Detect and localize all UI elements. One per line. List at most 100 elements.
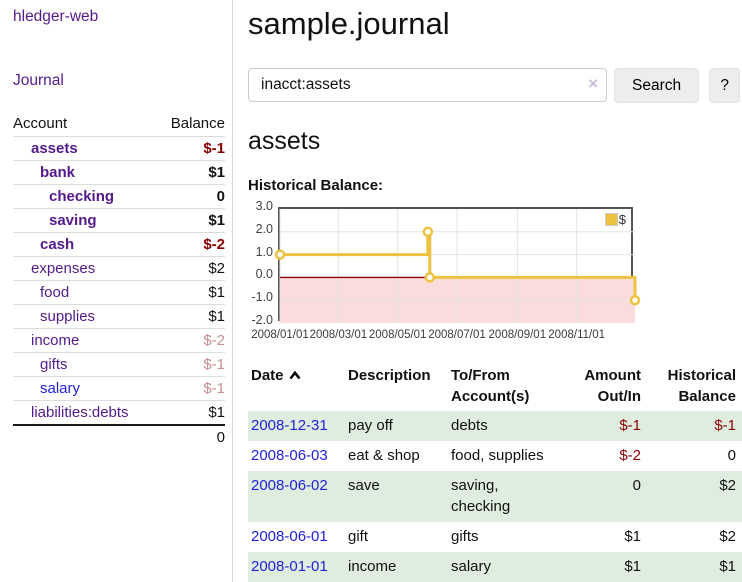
sidebar-item-journal[interactable]: Journal xyxy=(13,72,64,89)
sort-asc-icon xyxy=(288,370,301,380)
register-row: 2008-12-31 pay off debts $-1 $-1 xyxy=(248,411,742,441)
data-point-marker xyxy=(274,249,286,260)
register-accounts: debts xyxy=(451,417,488,434)
chart-plot-area: $ xyxy=(274,207,641,323)
x-tick-label: 2008/07/01 xyxy=(428,329,486,341)
register-amount: $1 xyxy=(624,528,641,545)
search-button[interactable]: Search xyxy=(614,68,700,103)
x-tick-label: 2008/11/01 xyxy=(548,329,605,341)
y-tick-label: 2.0 xyxy=(255,221,273,236)
register-header-accounts: To/From Account(s) xyxy=(451,367,530,405)
accounts-total-row: 0 xyxy=(13,424,225,449)
account-balance: $1 xyxy=(157,400,225,425)
register-table: Date Description To/From Account(s) Amou… xyxy=(248,363,742,582)
account-link-expenses[interactable]: expenses xyxy=(31,260,96,277)
register-row: 2008-06-03 eat & shop food, supplies $-2 0 xyxy=(248,441,742,471)
account-link-gifts[interactable]: gifts xyxy=(40,356,68,373)
transaction-date-link[interactable]: 2008-06-01 xyxy=(251,528,328,545)
account-link-cash[interactable]: cash xyxy=(40,236,75,253)
account-row: gifts $-1 xyxy=(13,352,225,377)
clear-search-icon[interactable]: × xyxy=(588,74,598,93)
register-header-row: Date Description To/From Account(s) Amou… xyxy=(248,363,742,411)
account-row: income $-2 xyxy=(13,328,225,353)
data-point-marker xyxy=(422,226,434,238)
brand-link[interactable]: hledger-web xyxy=(13,8,99,25)
register-body: 2008-12-31 pay off debts $-1 $-1 2008-06-03 ea… xyxy=(248,411,742,582)
register-accounts: salary xyxy=(451,557,492,575)
y-tick-label: -1.0 xyxy=(251,290,273,305)
account-balance: $1 xyxy=(157,304,225,329)
search-input[interactable] xyxy=(248,68,607,102)
chart-svg xyxy=(274,209,641,323)
register-row: 2008-06-02 save saving, checking 0 $2 xyxy=(248,470,742,522)
register-accounts: food, supplies xyxy=(451,446,544,464)
help-button[interactable]: ? xyxy=(709,68,741,103)
account-link-supplies[interactable]: supplies xyxy=(40,308,96,325)
chart-y-axis: 3.0 2.0 1.0 0.0 -1.0 -2.0 xyxy=(248,199,274,327)
account-link-bank[interactable]: bank xyxy=(40,164,76,181)
register-description: gift xyxy=(348,528,369,545)
x-tick-label: 2008/03/01 xyxy=(309,329,368,341)
register-amount: $1 xyxy=(624,557,641,575)
account-row: food $1 xyxy=(13,280,225,305)
register-description: pay off xyxy=(348,417,393,434)
search-bar: × Search ? xyxy=(248,68,742,103)
account-row: saving $1 xyxy=(13,208,225,233)
register-accounts: saving, checking xyxy=(451,476,511,516)
data-point-marker xyxy=(629,294,641,306)
accounts-table: Account Balance assets $-1 bank $1 checking 0… xyxy=(13,112,225,449)
y-tick-label: 1.0 xyxy=(255,244,273,259)
account-balance: $-1 xyxy=(157,352,225,377)
account-row: expenses $2 xyxy=(13,256,225,281)
register-balance: $1 xyxy=(719,557,736,575)
main-content: sample.journal × Search ? assets Histori… xyxy=(233,0,742,582)
register-description: income xyxy=(348,557,397,575)
account-balance: $1 xyxy=(157,280,225,305)
x-tick-label: 2008/05/01 xyxy=(368,329,427,341)
register-amount: 0 xyxy=(632,476,641,494)
account-link-food[interactable]: food xyxy=(40,284,70,301)
register-amount: $-2 xyxy=(619,446,641,464)
register-header-amount: Amount Out/In xyxy=(584,367,641,405)
register-row: 2008-06-01 gift gifts $1 $2 xyxy=(248,522,742,552)
x-tick-label: 2008/09/01 xyxy=(488,329,547,341)
account-link-salary[interactable]: salary xyxy=(40,380,81,397)
account-balance: 0 xyxy=(157,184,225,209)
account-row: supplies $1 xyxy=(13,304,225,329)
account-balance: $-2 xyxy=(157,328,225,353)
account-link-liabilities-debts[interactable]: liabilities:debts xyxy=(31,404,129,421)
accounts-header-balance: Balance xyxy=(157,112,225,137)
account-balance: $-2 xyxy=(157,232,225,257)
register-balance: $-1 xyxy=(714,417,736,434)
account-row: cash $-2 xyxy=(13,232,225,257)
sidebar: hledger-web Journal Account Balance asse… xyxy=(0,0,233,582)
account-balance: $1 xyxy=(157,160,225,185)
account-row: checking 0 xyxy=(13,184,225,209)
register-amount: $-1 xyxy=(619,417,641,434)
transaction-date-link[interactable]: 2008-12-31 xyxy=(251,417,328,434)
account-link-income[interactable]: income xyxy=(31,332,80,349)
register-header-balance: Historical Balance xyxy=(667,367,736,405)
transaction-date-link[interactable]: 2008-01-01 xyxy=(251,557,328,575)
transaction-date-link[interactable]: 2008-06-03 xyxy=(251,446,328,464)
register-header-date[interactable]: Date xyxy=(248,363,345,411)
account-link-checking[interactable]: checking xyxy=(49,188,115,205)
y-tick-label: 0.0 xyxy=(255,267,273,282)
register-description: eat & shop xyxy=(348,446,420,464)
account-row: salary $-1 xyxy=(13,376,225,401)
account-heading: assets xyxy=(248,127,321,155)
account-balance: $-1 xyxy=(203,140,225,157)
account-balance: $1 xyxy=(157,208,225,233)
x-tick-label: 2008/01/01 xyxy=(251,329,309,341)
account-link-saving[interactable]: saving xyxy=(49,212,97,229)
account-link-assets[interactable]: assets xyxy=(31,140,78,157)
register-header-description: Description xyxy=(348,367,431,384)
historical-balance-label: Historical Balance: xyxy=(248,177,384,194)
account-row: bank $1 xyxy=(13,160,225,185)
data-point-marker xyxy=(424,272,436,283)
account-row: assets $-1 xyxy=(13,137,225,161)
y-tick-label: 3.0 xyxy=(255,199,273,213)
register-accounts: gifts xyxy=(451,528,479,545)
register-balance: $2 xyxy=(719,476,736,494)
transaction-date-link[interactable]: 2008-06-02 xyxy=(251,476,328,494)
